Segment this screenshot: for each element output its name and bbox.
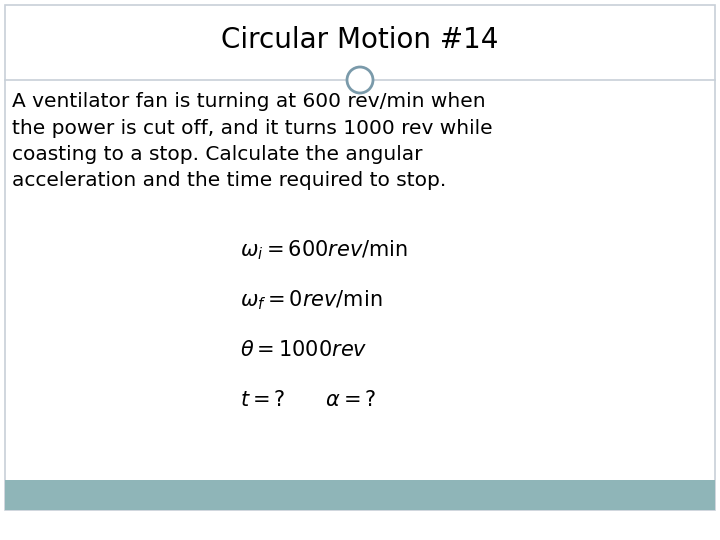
Text: A ventilator fan is turning at 600 rev/min when
the power is cut off, and it tur: A ventilator fan is turning at 600 rev/m… [12, 92, 492, 191]
Text: $\omega_i = 600rev / \mathrm{min}$: $\omega_i = 600rev / \mathrm{min}$ [240, 238, 408, 262]
Text: $\theta = 1000rev$: $\theta = 1000rev$ [240, 340, 367, 360]
Bar [5, 480, 715, 510]
Text: $\omega_f = 0rev / \mathrm{min}$: $\omega_f = 0rev / \mathrm{min}$ [240, 288, 382, 312]
Text: Circular Motion #14: Circular Motion #14 [221, 26, 499, 54]
Text: $t = ? \qquad \alpha = ?$: $t = ? \qquad \alpha = ?$ [240, 390, 377, 410]
Circle shape [347, 67, 373, 93]
